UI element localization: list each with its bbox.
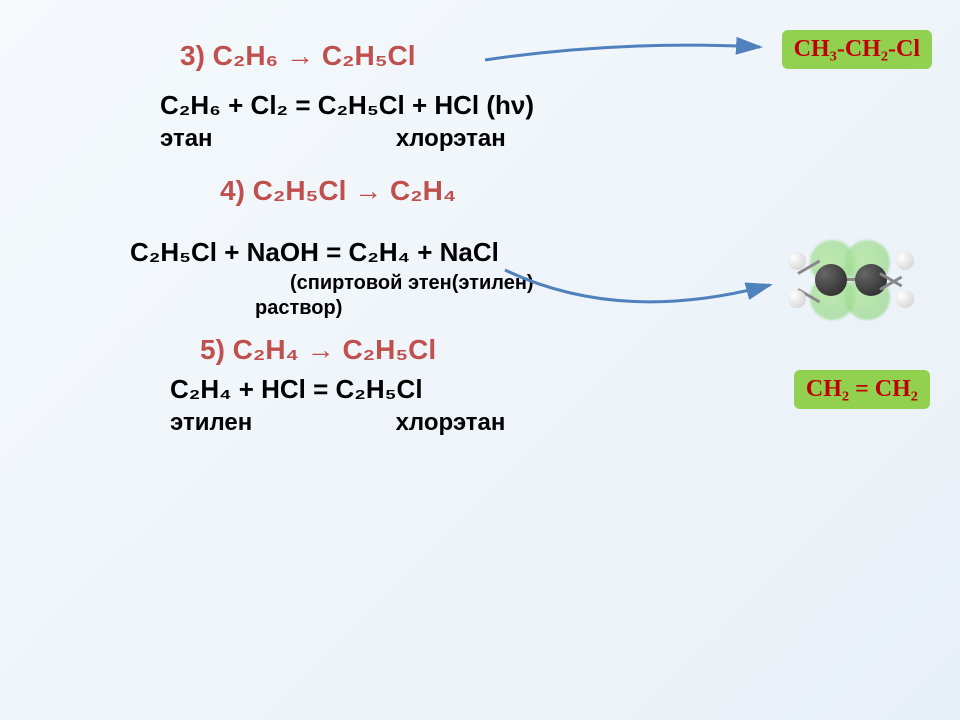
step5-label-reactant: этилен — [170, 409, 252, 436]
ethylene-molecule-icon — [780, 230, 920, 330]
step3-labels: этан хлорэтан — [160, 125, 900, 153]
step5-labels: этилен хлорэтан — [170, 409, 900, 437]
structural-formula-badge-1: CH₃-CH₂-Cl — [782, 30, 932, 69]
step3-label-reactant: этан — [160, 125, 213, 152]
step3-equation: C₂H₆ + Cl₂ = C₂H₅Cl + HCl (hν) — [160, 90, 900, 121]
structural-formula-badge-2: CH₂ = CH₂ — [794, 370, 930, 409]
step3-label-product: хлорэтан — [396, 125, 506, 152]
step5-label-product: хлорэтан — [396, 409, 506, 436]
step5-heading: 5) C₂H₄ → C₂H₅Cl — [200, 334, 900, 366]
step4-heading: 4) C₂H₅Cl → C₂H₄ — [220, 175, 900, 207]
step5-equation: C₂H₄ + HCl = C₂H₅Cl — [170, 374, 900, 405]
